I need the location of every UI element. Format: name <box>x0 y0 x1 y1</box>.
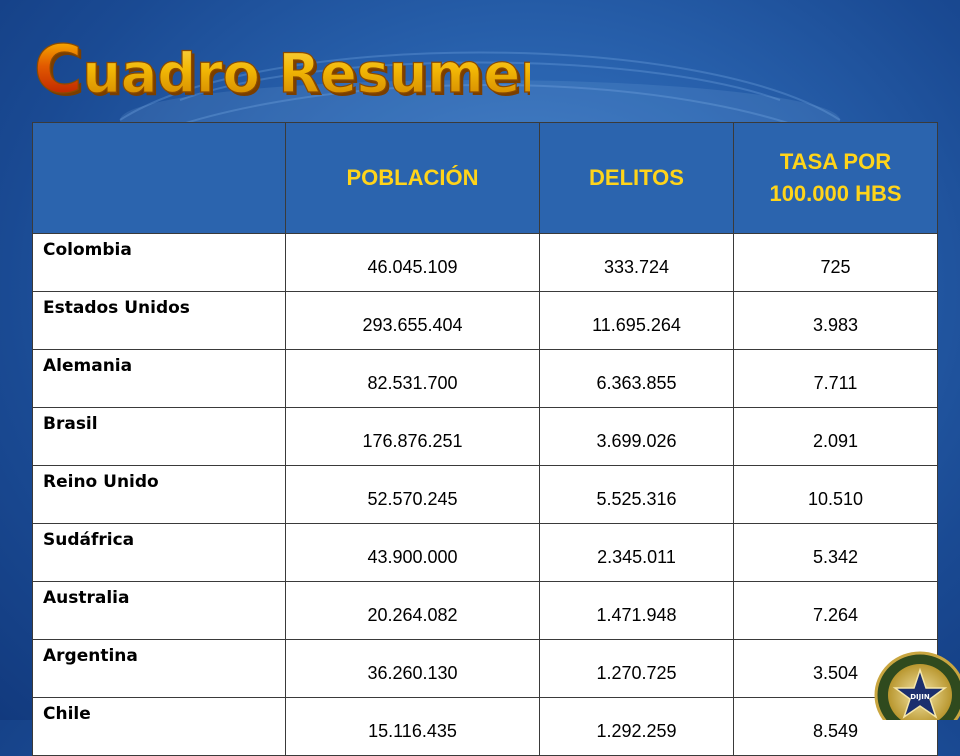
tasa-cell: 10.510 <box>733 465 938 524</box>
title-text: Cuadro Resumen <box>34 31 530 102</box>
country-cell: Argentina <box>32 639 286 698</box>
slide-title: Cuadro Resumen Cuadro Resumen <box>30 30 530 102</box>
header-tasa: TASA POR 100.000 HBS <box>733 122 938 234</box>
country-cell: Estados Unidos <box>32 291 286 350</box>
delitos-cell: 1.292.259 <box>539 697 734 756</box>
country-cell: Reino Unido <box>32 465 286 524</box>
country-cell: Colombia <box>32 233 286 292</box>
tasa-cell: 2.091 <box>733 407 938 466</box>
table-row: Sudáfrica 43.900.000 2.345.011 5.342 <box>32 523 938 582</box>
summary-table-container: POBLACIÓN DELITOS TASA POR 100.000 HBS Co… <box>32 122 938 756</box>
table-row: Brasil 176.876.251 3.699.026 2.091 <box>32 407 938 466</box>
table-row: Argentina 36.260.130 1.270.725 3.504 <box>32 639 938 698</box>
poblacion-cell: 43.900.000 <box>285 523 540 582</box>
tasa-cell: 725 <box>733 233 938 292</box>
poblacion-cell: 46.045.109 <box>285 233 540 292</box>
delitos-cell: 3.699.026 <box>539 407 734 466</box>
table-body: Colombia 46.045.109 333.724 725 Estados Unid… <box>32 233 938 756</box>
table-row: Alemania 82.531.700 6.363.855 7.711 <box>32 349 938 408</box>
table-header-row: POBLACIÓN DELITOS TASA POR 100.000 HBS <box>32 122 938 234</box>
country-cell: Australia <box>32 581 286 640</box>
poblacion-cell: 20.264.082 <box>285 581 540 640</box>
tasa-cell: 3.504 <box>733 639 938 698</box>
country-cell: Alemania <box>32 349 286 408</box>
poblacion-cell: 52.570.245 <box>285 465 540 524</box>
country-cell: Brasil <box>32 407 286 466</box>
summary-table: POBLACIÓN DELITOS TASA POR 100.000 HBS Co… <box>32 122 938 756</box>
tasa-cell: 7.264 <box>733 581 938 640</box>
table-row: Colombia 46.045.109 333.724 725 <box>32 233 938 292</box>
table-row: Chile 15.116.435 1.292.259 8.549 <box>32 697 938 756</box>
poblacion-cell: 176.876.251 <box>285 407 540 466</box>
police-star-emblem-icon: DIJIN <box>874 651 960 720</box>
header-corner-cell <box>32 122 286 234</box>
poblacion-cell: 15.116.435 <box>285 697 540 756</box>
poblacion-cell: 293.655.404 <box>285 291 540 350</box>
table-row: Reino Unido 52.570.245 5.525.316 10.510 <box>32 465 938 524</box>
delitos-cell: 5.525.316 <box>539 465 734 524</box>
table-row: Australia 20.264.082 1.471.948 7.264 <box>32 581 938 640</box>
country-cell: Sudáfrica <box>32 523 286 582</box>
poblacion-cell: 36.260.130 <box>285 639 540 698</box>
delitos-cell: 6.363.855 <box>539 349 734 408</box>
header-poblacion: POBLACIÓN <box>285 122 540 234</box>
tasa-cell: 5.342 <box>733 523 938 582</box>
title-shadow-text: Cuadro Resumen <box>37 34 530 102</box>
delitos-cell: 11.695.264 <box>539 291 734 350</box>
delitos-cell: 333.724 <box>539 233 734 292</box>
header-delitos: DELITOS <box>539 122 734 234</box>
poblacion-cell: 82.531.700 <box>285 349 540 408</box>
tasa-cell: 3.983 <box>733 291 938 350</box>
delitos-cell: 1.471.948 <box>539 581 734 640</box>
delitos-cell: 2.345.011 <box>539 523 734 582</box>
delitos-cell: 1.270.725 <box>539 639 734 698</box>
emblem-label: DIJIN <box>910 693 930 701</box>
tasa-cell: 7.711 <box>733 349 938 408</box>
country-cell: Chile <box>32 697 286 756</box>
table-row: Estados Unidos 293.655.404 11.695.264 3.983 <box>32 291 938 350</box>
